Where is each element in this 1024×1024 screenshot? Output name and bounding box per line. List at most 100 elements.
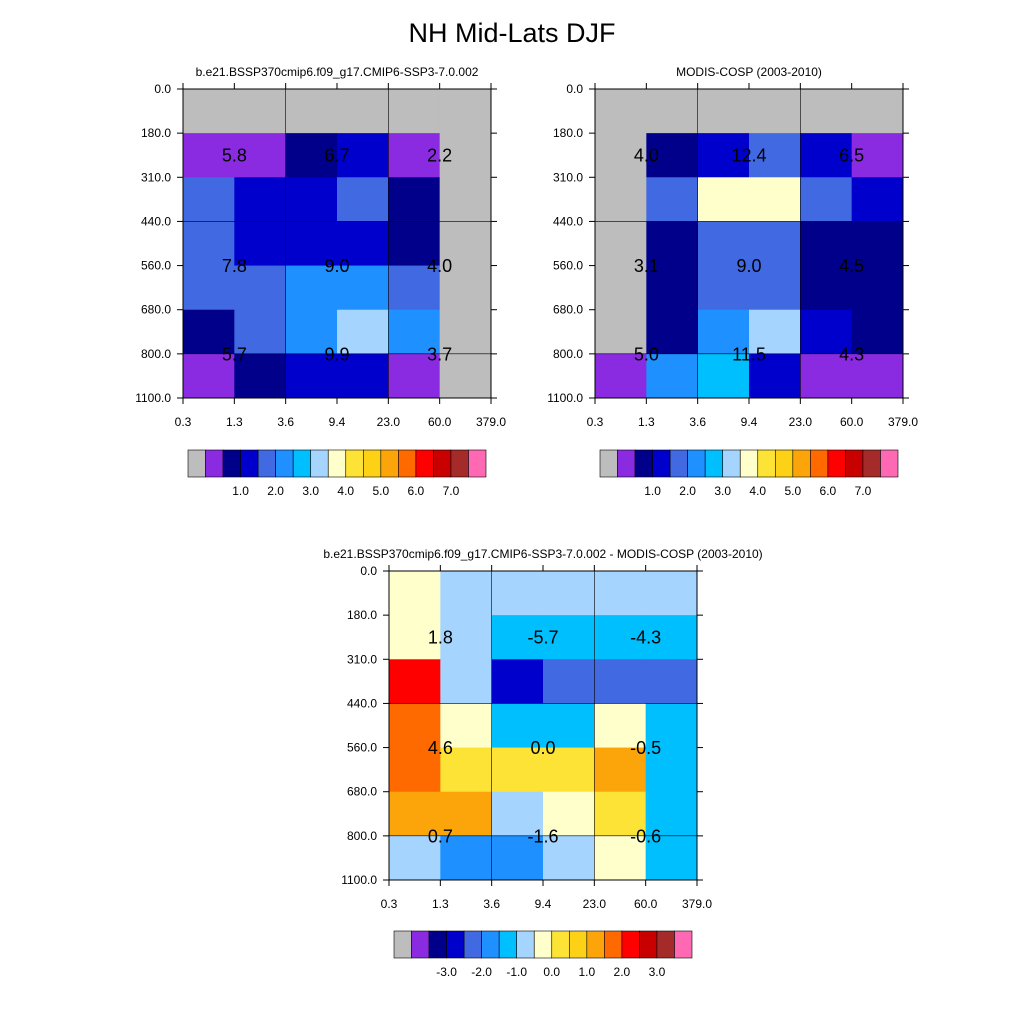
y-tick-label: 310.0 [553, 170, 583, 184]
heatmap-cell [646, 265, 699, 311]
colorbar-label: 1.0 [578, 965, 595, 979]
x-tick-label: 1.3 [638, 415, 655, 429]
heatmap-cell [800, 309, 853, 355]
heatmap-cell [749, 221, 801, 267]
heatmap-cell [595, 221, 647, 267]
heatmap-cell [697, 133, 750, 178]
heatmap-cell [234, 353, 287, 399]
colorbar-box [222, 449, 241, 478]
heatmap-cell [595, 309, 647, 355]
heatmap-cell [749, 309, 801, 355]
heatmap-cell [543, 835, 595, 881]
heatmap-cell [543, 659, 595, 704]
colorbar-label: 7.0 [443, 484, 460, 498]
x-tick-label: 9.4 [535, 897, 552, 911]
heatmap-cell [389, 747, 441, 793]
heatmap-cell [595, 177, 647, 222]
data-label: 7.8 [222, 256, 247, 276]
y-tick-label: 1100.0 [135, 391, 171, 405]
colorbar-label: 2.0 [614, 965, 631, 979]
colorbar-box [792, 449, 811, 478]
heatmap-cell [749, 265, 801, 311]
data-label: 5.8 [222, 146, 247, 166]
x-tick-label: 9.4 [329, 415, 346, 429]
heatmap-cell [388, 353, 441, 399]
heatmap-cell [800, 221, 853, 267]
heatmap-cell [800, 353, 853, 399]
colorbar-box [428, 930, 447, 959]
heatmap-cell [337, 265, 389, 311]
colorbar-box [481, 930, 500, 959]
heatmap-cell [389, 571, 441, 616]
heatmap-cell [389, 703, 441, 749]
colorbar-box [739, 449, 759, 478]
heatmap-cell [285, 353, 338, 399]
heatmap-cell [646, 309, 699, 355]
heatmap-cell [543, 703, 595, 749]
heatmap-cell [697, 89, 750, 134]
heatmap-cell [389, 835, 441, 881]
colorbar-label: -2.0 [471, 965, 492, 979]
heatmap-cell [285, 89, 338, 134]
heatmap-cell [388, 89, 441, 134]
heatmap-cell [183, 265, 235, 311]
y-tick-label: 0.0 [154, 82, 171, 96]
data-label: 12.4 [731, 146, 766, 166]
colorbar-label: 6.0 [820, 484, 837, 498]
colorbar-box [599, 449, 618, 478]
heatmap-cell [800, 89, 853, 134]
panel-title: b.e21.BSSP370cmip6.f09_g17.CMIP6-SSP3-7.… [323, 547, 762, 561]
colorbar-label: 3.0 [714, 484, 731, 498]
y-tick-label: 1100.0 [547, 391, 583, 405]
data-label: 5.0 [634, 344, 659, 364]
colorbar-box [810, 449, 829, 478]
colorbar-box [292, 449, 312, 478]
heatmap-cell [697, 309, 750, 355]
heatmap-cell [646, 177, 699, 222]
colorbar-box [275, 449, 294, 478]
colorbar-box [674, 930, 693, 959]
heatmap-cell [234, 265, 287, 311]
colorbar-label: 1.0 [232, 484, 249, 498]
x-tick-label: 60.0 [634, 897, 658, 911]
y-tick-label: 800.0 [347, 829, 377, 843]
data-label: -0.6 [630, 826, 661, 846]
heatmap-cell [439, 265, 492, 311]
data-label: 4.3 [839, 344, 864, 364]
heatmap-cell [285, 309, 338, 355]
colorbar-box [468, 449, 487, 478]
heatmap-cell [388, 221, 441, 267]
heatmap-cell [337, 177, 389, 222]
panel-title: b.e21.BSSP370cmip6.f09_g17.CMIP6-SSP3-7.… [196, 65, 479, 79]
heatmap-cell [183, 177, 235, 222]
heatmap-cell [491, 659, 544, 704]
panel-model: 0.0 180.0 310.0 440.0 560.0 680.0 800.0 1100.0 0… [135, 65, 506, 498]
colorbar-label: 2.0 [267, 484, 284, 498]
heatmap-cell [594, 747, 647, 793]
colorbar-label: 4.0 [749, 484, 766, 498]
x-tick-label: 23.0 [583, 897, 607, 911]
heatmap-cell [491, 747, 544, 793]
heatmap-cell [337, 221, 389, 267]
heatmap-cell [543, 791, 595, 837]
heatmap-cell [645, 659, 698, 704]
heatmap-cell [337, 353, 389, 399]
heatmap-cell [594, 703, 647, 749]
y-tick-label: 0.0 [360, 564, 377, 578]
colorbar-label: 7.0 [855, 484, 872, 498]
heatmap-cell [749, 177, 801, 222]
colorbar-box [240, 449, 259, 478]
x-tick-label: 1.3 [432, 897, 449, 911]
y-tick-label: 440.0 [141, 214, 171, 228]
heatmap-cell [234, 309, 287, 355]
x-tick-label: 3.6 [483, 897, 500, 911]
heatmap-cell [749, 353, 801, 399]
heatmap-cell [851, 133, 904, 178]
data-label: -0.5 [630, 738, 661, 758]
heatmap-cell [594, 571, 647, 616]
heatmap-cell [440, 747, 493, 793]
data-label: -1.6 [527, 826, 558, 846]
heatmap-cell [285, 221, 338, 267]
colorbar-box [551, 930, 570, 959]
